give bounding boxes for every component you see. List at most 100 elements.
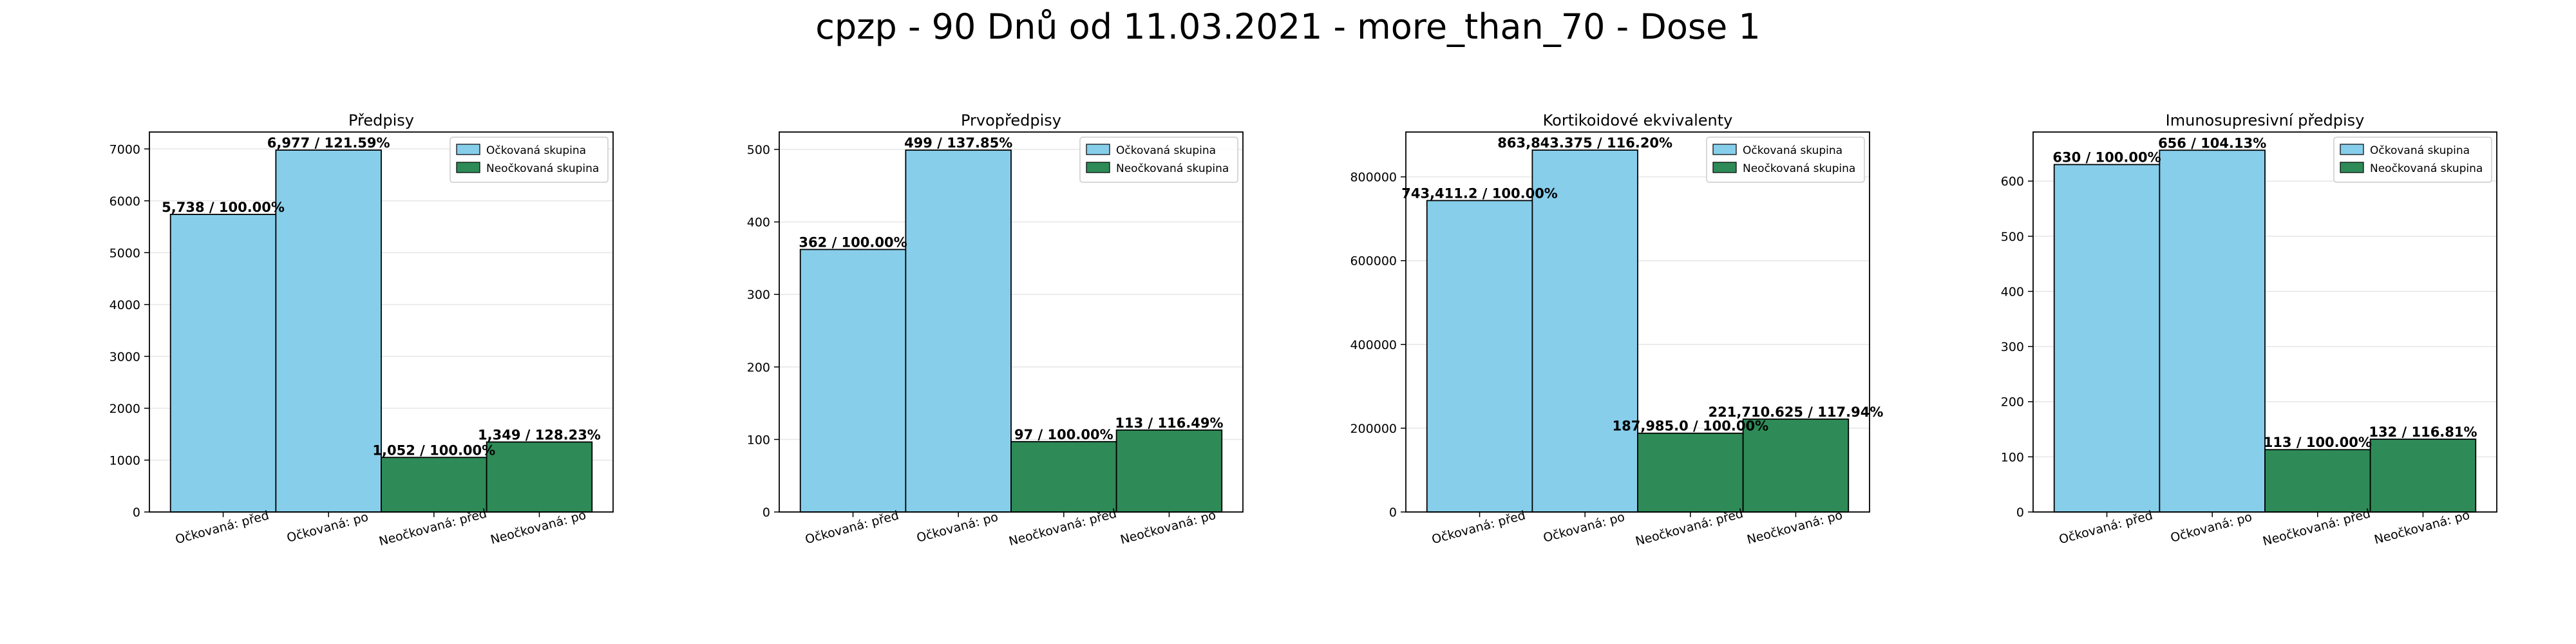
x-tick-label: Neočkovaná: po (1745, 508, 1844, 547)
bar-3 (381, 457, 488, 513)
bar-value-label: 113 / 100.00% (2264, 435, 2372, 450)
y-tick-label: 3000 (109, 350, 140, 364)
bar-value-label: 97 / 100.00% (1014, 427, 1113, 442)
subplot-2: 0 100 200 300 400 500 Očkovaná: před Očkovaná: … (747, 111, 1244, 549)
axes-frame (2032, 131, 2497, 513)
bar-4 (2369, 439, 2477, 513)
legend-swatch (1712, 162, 1737, 173)
figure-title: cpzp - 90 Dnů od 11.03.2021 - more_than_… (815, 6, 1761, 47)
bar-3 (2264, 449, 2371, 513)
subplot-title: Kortikoidové ekvivalenty (1543, 111, 1733, 129)
legend-swatch (456, 144, 480, 155)
y-tick-label: 100 (2001, 450, 2024, 464)
bar-value-label: 362 / 100.00% (799, 234, 907, 250)
y-tick-label: 200 (2001, 395, 2024, 410)
y-tick-label: 2000 (109, 402, 140, 416)
bar-value-label: 630 / 100.00% (2052, 150, 2161, 166)
x-tick-label: Očkovaná: po (285, 510, 370, 545)
x-tick-label: Neočkovaná: před (377, 506, 488, 549)
bar-value-label: 1,349 / 128.23% (478, 427, 601, 442)
legend-label: Neočkovaná skupina (1743, 162, 1855, 175)
y-tick-label: 4000 (109, 298, 140, 312)
subplot-title: Imunosupresivní předpisy (2166, 111, 2365, 129)
y-tick-label: 1000 (109, 453, 140, 468)
legend-box (1079, 137, 1238, 183)
axes-frame (149, 131, 614, 513)
y-tick-label: 400 (2001, 285, 2024, 299)
x-tick-label: Neočkovaná: po (489, 508, 587, 547)
y-tick-label: 400 (747, 216, 770, 230)
legend: Očkovaná skupina Neočkovaná skupina (1079, 137, 1238, 183)
legend-swatch (1712, 144, 1737, 155)
bar-2 (1531, 149, 1638, 513)
legend: Očkovaná skupina Neočkovaná skupina (450, 137, 609, 183)
y-tick-label: 7000 (109, 142, 140, 156)
bar-value-label: 113 / 116.49% (1115, 415, 1223, 431)
x-tick-label: Neočkovaná: po (1119, 508, 1217, 547)
x-tick-label: Očkovaná: po (915, 510, 999, 545)
axes-frame (1405, 131, 1870, 513)
y-tick-label: 5000 (109, 246, 140, 260)
subplot-1: 0 1000 2000 3000 4000 5000 6000 7000 Očkovaná: p… (109, 111, 614, 549)
bar-value-label: 6,977 / 121.59% (267, 135, 390, 151)
bar-4 (1115, 429, 1223, 513)
y-tick-label: 800000 (1350, 171, 1397, 185)
bar-1 (799, 249, 907, 513)
subplot-3: 0 200000 400000 600000 800000 Očkovaná: před O… (1350, 111, 1883, 549)
y-tick-label: 0 (133, 506, 140, 520)
y-tick-label: 200 (747, 361, 770, 375)
x-tick-label: Neočkovaná: po (2372, 508, 2471, 547)
subplot-4: 0 100 200 300 400 500 600 Očkovaná: před Očkovan… (2001, 111, 2497, 549)
legend-label: Neočkovaná skupina (2370, 162, 2483, 175)
bar-value-label: 656 / 104.13% (2158, 135, 2266, 151)
legend-swatch (2340, 162, 2364, 173)
bar-3 (1010, 440, 1117, 513)
y-tick-label: 600000 (1350, 254, 1397, 269)
y-tick-label: 6000 (109, 194, 140, 209)
bar-value-label: 499 / 137.85% (904, 135, 1012, 151)
y-tick-label: 300 (747, 288, 770, 302)
bar-value-label: 187,985.0 / 100.00% (1613, 419, 1769, 434)
bar-value-label: 743,411.2 / 100.00% (1401, 185, 1558, 201)
x-tick-label: Neočkovaná: před (1634, 506, 1745, 549)
legend-swatch (2340, 144, 2364, 155)
bar-3 (1637, 432, 1744, 513)
legend-label: Očkovaná skupina (1743, 144, 1842, 157)
x-tick-label: Očkovaná: po (1542, 510, 1626, 545)
bar-value-label: 132 / 116.81% (2369, 424, 2477, 440)
x-tick-label: Neočkovaná: před (2261, 506, 2372, 549)
legend-swatch (1086, 162, 1110, 173)
bar-1 (1426, 200, 1533, 513)
x-tick-label: Očkovaná: před (804, 508, 900, 547)
bar-value-label: 863,843.375 / 116.20% (1497, 135, 1672, 151)
y-tick-label: 0 (1389, 506, 1397, 520)
legend-label: Očkovaná skupina (2370, 144, 2470, 157)
legend-swatch (1086, 144, 1110, 155)
bar-4 (486, 441, 593, 513)
bar-2 (2159, 149, 2266, 513)
legend-box (2333, 137, 2492, 183)
y-tick-label: 600 (2001, 175, 2024, 189)
legend-box (450, 137, 609, 183)
bar-1 (2053, 164, 2161, 513)
y-tick-label: 500 (747, 143, 770, 157)
legend-box (1706, 137, 1865, 183)
axes-frame (779, 131, 1244, 513)
y-tick-label: 500 (2001, 230, 2024, 244)
bar-value-label: 1,052 / 100.00% (372, 442, 495, 458)
subplot-title: Prvopředpisy (961, 111, 1061, 129)
legend-label: Neočkovaná skupina (486, 162, 599, 175)
x-tick-label: Neočkovaná: před (1007, 506, 1118, 549)
y-tick-label: 0 (2016, 506, 2024, 520)
legend: Očkovaná skupina Neočkovaná skupina (2333, 137, 2492, 183)
bar-2 (275, 149, 382, 513)
x-tick-label: Očkovaná: po (2169, 510, 2253, 545)
legend-label: Neočkovaná skupina (1116, 162, 1229, 175)
bar-1 (169, 213, 277, 513)
y-tick-label: 100 (747, 433, 770, 447)
bar-4 (1742, 418, 1850, 513)
bar-value-label: 221,710.625 / 117.94% (1709, 404, 1884, 420)
y-tick-label: 0 (762, 506, 770, 520)
legend: Očkovaná skupina Neočkovaná skupina (1706, 137, 1865, 183)
